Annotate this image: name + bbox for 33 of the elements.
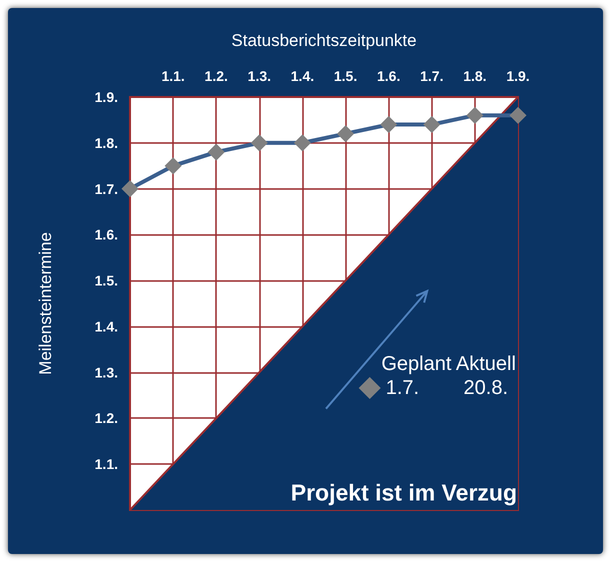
x-tick-label: 1.9. (506, 68, 530, 84)
x-tick-label: 1.6. (376, 68, 400, 84)
point (122, 180, 138, 198)
point (510, 106, 526, 124)
x-tick-label: 1.3. (248, 68, 272, 84)
point (337, 125, 354, 142)
x-tick-label: 1.1. (161, 68, 185, 84)
point (380, 116, 398, 134)
y-tick-label: 1.9. (94, 89, 118, 105)
point (423, 116, 440, 134)
point (294, 134, 311, 152)
x-tick-label: 1.7. (420, 68, 444, 84)
annotation: Projekt ist im Verzug (290, 480, 518, 506)
y-tick-label: 1.6. (94, 226, 118, 243)
y-tick-label: 1.5. (94, 272, 118, 289)
legend-label: 1.7. 20.8. (386, 377, 508, 399)
x-axis-title: Statusberichtszeitpunkte (231, 31, 417, 50)
y-tick-label: 1.1. (94, 456, 118, 472)
y-tick-label: 1.8. (94, 134, 118, 151)
x-tick-label: 1.5. (334, 68, 358, 84)
y-tick-label: 1.4. (94, 318, 118, 334)
x-tick-label: 1.8. (463, 68, 487, 84)
y-tick-label: 1.7. (94, 180, 118, 197)
point (250, 134, 268, 152)
legend-title: Geplant Aktuell (381, 353, 516, 375)
y-tick-label: 1.2. (94, 410, 118, 426)
point (208, 144, 225, 161)
point (164, 157, 182, 174)
x-tick-label: 1.2. (204, 68, 228, 84)
x-tick-label: 1.4. (290, 68, 314, 84)
point (466, 106, 484, 124)
y-tick-label: 1.3. (94, 364, 118, 380)
y-axis-title: Meilensteintermine (36, 232, 55, 375)
